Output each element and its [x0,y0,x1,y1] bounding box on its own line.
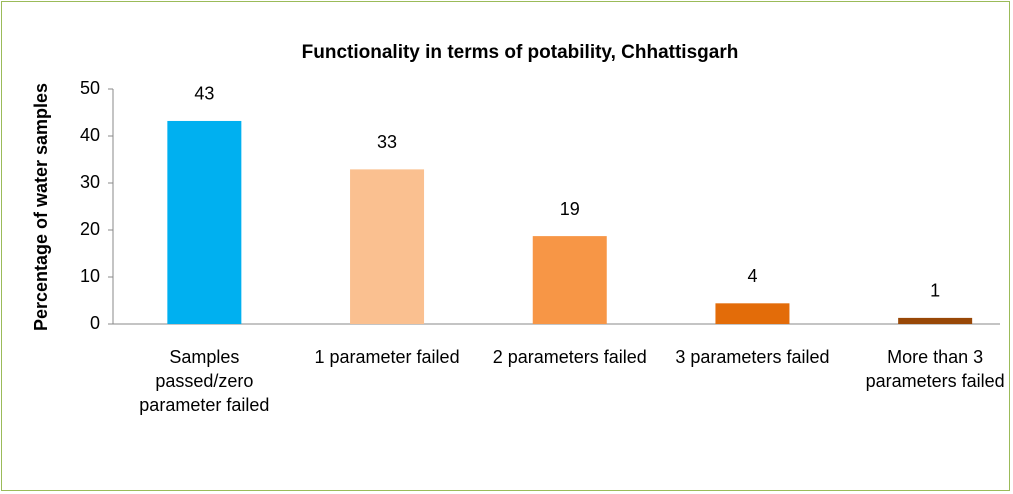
data-label: 4 [747,266,757,286]
y-tick-label: 30 [80,172,100,192]
data-label: 33 [377,132,397,152]
bar [532,236,607,324]
bar [167,120,242,325]
x-tick-label: More than 3 parameters failed [865,347,1005,391]
bar [898,317,973,324]
x-tick-label: 1 parameter failed [314,347,460,367]
y-tick-label: 10 [80,266,100,286]
y-tick-label: 40 [80,125,100,145]
y-tick-label: 50 [80,78,100,98]
y-tick-label: 0 [90,313,100,333]
bar [715,303,790,324]
data-label: 43 [194,84,214,104]
data-label: 19 [560,199,580,219]
x-tick-label: Samples passed/zero parameter failed [139,347,270,415]
data-label: 1 [930,281,940,301]
x-tick-label: 2 parameters failed [492,347,647,367]
bar [350,169,425,324]
y-tick-label: 20 [80,219,100,239]
chart-title: Functionality in terms of potability, Ch… [302,42,739,63]
y-axis-label: Percentage of water samples [31,83,51,331]
x-tick-label: 3 parameters failed [675,347,830,367]
